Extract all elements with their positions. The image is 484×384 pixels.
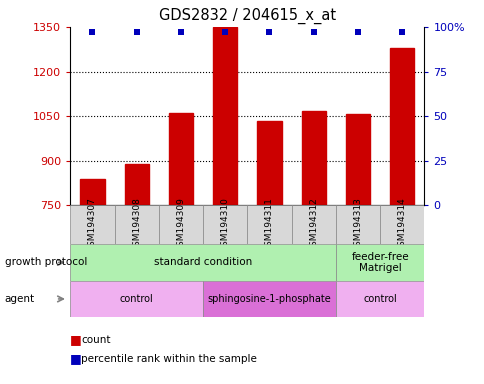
Bar [70, 281, 203, 317]
Bar [70, 244, 335, 281]
Text: ■: ■ [70, 333, 82, 346]
Bar [203, 281, 335, 317]
Bar [257, 121, 281, 205]
Text: GSM194310: GSM194310 [220, 197, 229, 252]
Bar [80, 179, 105, 205]
Text: standard condition: standard condition [153, 257, 252, 268]
Text: GSM194312: GSM194312 [309, 197, 318, 252]
Bar [70, 205, 114, 244]
Text: feeder-free
Matrigel: feeder-free Matrigel [350, 252, 408, 273]
Text: agent: agent [5, 294, 35, 304]
Text: percentile rank within the sample: percentile rank within the sample [81, 354, 257, 364]
Bar [379, 205, 424, 244]
Bar [345, 114, 369, 205]
Bar [158, 205, 203, 244]
Bar [335, 205, 379, 244]
Text: control: control [363, 294, 396, 304]
Text: control: control [120, 294, 153, 304]
Text: ■: ■ [70, 353, 82, 366]
Bar [203, 205, 247, 244]
Bar [247, 205, 291, 244]
Text: GSM194314: GSM194314 [397, 197, 406, 252]
Text: count: count [81, 335, 111, 345]
Bar [335, 244, 424, 281]
Bar [301, 111, 325, 205]
Bar [168, 113, 193, 205]
Text: GSM194307: GSM194307 [88, 197, 97, 252]
Title: GDS2832 / 204615_x_at: GDS2832 / 204615_x_at [158, 8, 335, 24]
Bar [124, 164, 149, 205]
Bar [389, 48, 413, 205]
Text: sphingosine-1-phosphate: sphingosine-1-phosphate [207, 294, 331, 304]
Bar [114, 205, 158, 244]
Text: GSM194311: GSM194311 [264, 197, 273, 252]
Bar [212, 27, 237, 205]
Text: GSM194308: GSM194308 [132, 197, 141, 252]
Text: GSM194313: GSM194313 [353, 197, 362, 252]
Bar [291, 205, 335, 244]
Bar [335, 281, 424, 317]
Text: growth protocol: growth protocol [5, 257, 87, 268]
Text: GSM194309: GSM194309 [176, 197, 185, 252]
